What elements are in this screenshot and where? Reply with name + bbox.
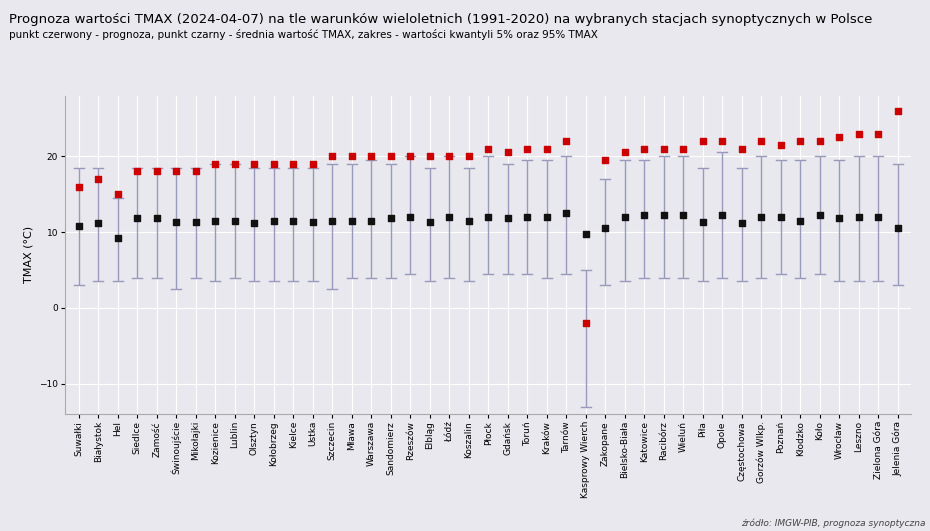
Point [111,234,126,243]
Point [792,217,807,225]
Point [870,129,885,138]
Point [500,148,515,157]
Point [598,224,613,233]
Point [618,213,632,221]
Point [676,144,691,153]
Point [598,156,613,164]
Point [578,319,593,328]
Point [637,144,652,153]
Point [286,160,300,168]
Point [539,144,554,153]
Point [792,137,807,145]
Point [812,211,827,220]
Point [422,218,437,227]
Point [696,218,711,227]
Y-axis label: TMAX (°C): TMAX (°C) [23,226,33,284]
Point [481,144,496,153]
Point [715,211,730,220]
Point [344,217,359,225]
Point [774,213,789,221]
Point [305,160,320,168]
Point [774,141,789,149]
Point [130,214,145,222]
Point [520,213,535,221]
Point [150,214,165,222]
Point [461,152,476,160]
Point [657,144,671,153]
Point [383,152,398,160]
Point [266,160,281,168]
Point [364,152,379,160]
Point [227,217,242,225]
Point [890,107,905,115]
Point [870,213,885,221]
Point [169,167,184,176]
Point [500,214,515,222]
Point [111,190,126,199]
Text: Prognoza wartości TMAX (2024-04-07) na tle warunków wieloletnich (1991-2020) na : Prognoza wartości TMAX (2024-04-07) na t… [9,13,872,26]
Point [169,218,184,227]
Point [735,219,750,227]
Point [442,152,457,160]
Point [72,222,86,230]
Point [383,214,398,222]
Point [188,218,203,227]
Point [403,213,418,221]
Text: źródło: IMGW-PIB, prognoza synoptyczna: źródło: IMGW-PIB, prognoza synoptyczna [741,519,925,528]
Point [325,217,339,225]
Point [422,152,437,160]
Point [130,167,145,176]
Point [481,213,496,221]
Point [461,217,476,225]
Point [305,218,320,227]
Point [227,160,242,168]
Point [754,213,769,221]
Point [754,137,769,145]
Point [657,211,671,220]
Point [618,148,632,157]
Point [520,144,535,153]
Point [344,152,359,160]
Point [637,211,652,220]
Point [246,160,261,168]
Point [696,137,711,145]
Point [851,129,866,138]
Point [735,144,750,153]
Point [207,217,222,225]
Point [851,213,866,221]
Text: punkt czerwony - prognoza, punkt czarny - średnia wartość TMAX, zakres - wartośc: punkt czerwony - prognoza, punkt czarny … [9,29,598,40]
Point [559,137,574,145]
Point [286,217,300,225]
Point [266,217,281,225]
Point [578,230,593,238]
Point [188,167,203,176]
Point [364,217,379,225]
Point [831,133,846,142]
Point [715,137,730,145]
Point [91,175,106,183]
Point [150,167,165,176]
Point [325,152,339,160]
Point [831,214,846,222]
Point [539,213,554,221]
Point [72,182,86,191]
Point [403,152,418,160]
Point [246,219,261,227]
Point [890,224,905,233]
Point [812,137,827,145]
Point [91,219,106,227]
Point [207,160,222,168]
Point [442,213,457,221]
Point [676,211,691,220]
Point [559,209,574,217]
